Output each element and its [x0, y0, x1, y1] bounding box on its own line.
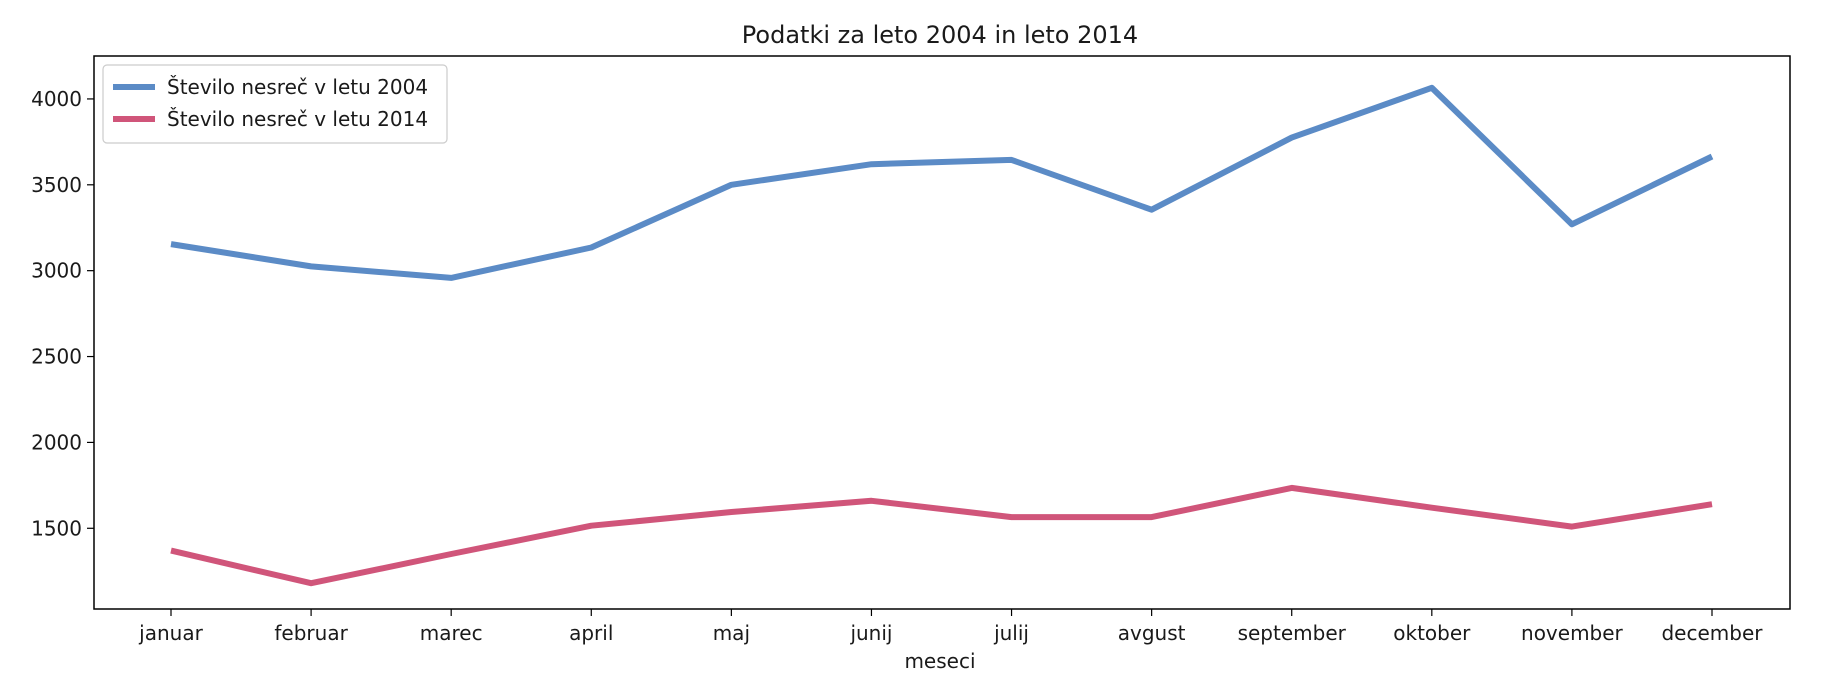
plot-frame: [93, 55, 1791, 610]
legend-label: Število nesreč v letu 2004: [167, 75, 428, 99]
series-layer: [170, 84, 1714, 587]
y-tick-label: 2000: [31, 430, 82, 454]
y-tick-label: 2500: [31, 345, 82, 369]
legend-box: [102, 64, 448, 144]
y-tick-label: 1500: [31, 516, 82, 540]
x-tick-label: april: [569, 621, 613, 645]
chart-title: Podatki za leto 2004 in leto 2014: [742, 21, 1138, 49]
x-tick-label: julij: [993, 621, 1029, 645]
x-tick-label: marec: [420, 621, 483, 645]
series-line-1: [170, 484, 1713, 587]
x-tick-label: februar: [274, 621, 348, 645]
x-tick-label: oktober: [1393, 621, 1471, 645]
y-tick-label: 4000: [31, 87, 82, 111]
x-tick-label: januar: [138, 621, 203, 645]
x-tick-label: december: [1661, 621, 1763, 645]
series-line-0: [170, 84, 1714, 281]
x-tick-label: avgust: [1118, 621, 1186, 645]
legend-label: Število nesreč v letu 2014: [167, 107, 428, 131]
x-tick-label: september: [1238, 621, 1347, 645]
x-tick-label: november: [1521, 621, 1624, 645]
legend: Število nesreč v letu 2004 Število nesreč…: [102, 64, 448, 144]
y-tick-label: 3000: [31, 259, 82, 283]
x-tick-label: junij: [849, 621, 892, 645]
x-tick-label: maj: [713, 621, 750, 645]
y-tick-label: 3500: [31, 173, 82, 197]
x-axis-label: meseci: [904, 649, 975, 673]
y-axis: 1500 2000 2500 3000 3500 4000: [31, 87, 94, 540]
x-axis: januar februar marec april maj junij julij avgu…: [138, 609, 1763, 645]
